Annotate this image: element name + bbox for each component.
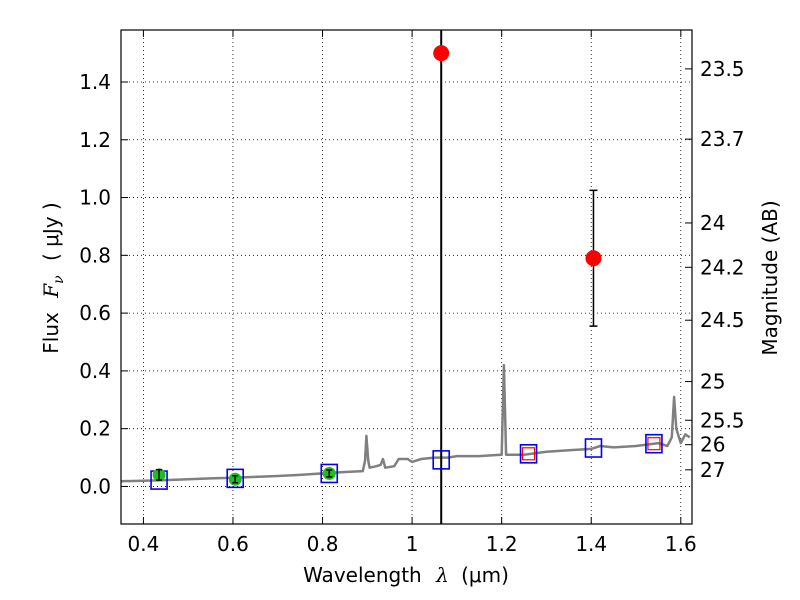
mag-tick-label: 26 — [700, 433, 725, 457]
red-data-point — [433, 45, 450, 62]
frame-layer — [120, 29, 693, 525]
x-tick-label: 0.8 — [307, 532, 339, 556]
model-box — [584, 438, 603, 458]
mag-tick-label: 23.7 — [700, 127, 745, 151]
y-tick-label: 1.2 — [79, 128, 111, 152]
spectrum-line — [120, 363, 691, 483]
x-axis-label: Wavelength λ (μm) — [303, 563, 509, 587]
x-tick-label: 1.6 — [665, 532, 697, 556]
marker-layer — [150, 30, 663, 524]
mag-tick-label: 25 — [700, 370, 725, 394]
model-box — [645, 433, 663, 454]
x-tick-label: 1.4 — [575, 532, 607, 556]
plot-frame — [120, 29, 693, 525]
grid-layer — [121, 30, 692, 524]
model-box — [519, 443, 538, 464]
mag-tick-label: 24.2 — [700, 255, 745, 279]
mag-tick-label: 27 — [700, 458, 725, 482]
y-tick-label: 0.8 — [79, 243, 111, 267]
model-box — [320, 463, 339, 484]
model-box — [226, 468, 244, 489]
y-tick-label: 1.4 — [79, 70, 111, 94]
y-tick-label: 0.2 — [79, 417, 111, 441]
mag-tick-label: 24.5 — [700, 308, 745, 332]
model-box — [432, 450, 451, 470]
y-axis-label: Flux Fν ( μJy ) — [39, 202, 68, 353]
y-tick-label: 1.0 — [79, 186, 111, 210]
x-tick-label: 0.6 — [217, 532, 249, 556]
y-tick-label: 0.0 — [79, 474, 111, 498]
x-tick-label: 1.2 — [486, 532, 518, 556]
mag-tick-label: 23.5 — [700, 57, 745, 81]
x-tick-label: 1 — [406, 532, 419, 556]
upper-limit-box — [521, 447, 536, 461]
mag-tick-label: 24 — [700, 211, 725, 235]
y-tick-label: 0.6 — [79, 301, 111, 325]
red-data-point — [585, 250, 602, 267]
mag-tick-label: 25.5 — [700, 408, 745, 432]
y2-axis-label: Magnitude (AB) — [758, 200, 782, 355]
y-tick-label: 0.4 — [79, 359, 111, 383]
x-tick-label: 0.4 — [127, 532, 159, 556]
upper-limit-box — [647, 437, 661, 451]
tick-layer: 0.4 0.6 0.8 1 1.2 1.4 1.6 0.0 0.2 0.4 0.6 0.8 1.0 1.2… — [79, 30, 745, 556]
spectrum-layer — [120, 363, 691, 483]
